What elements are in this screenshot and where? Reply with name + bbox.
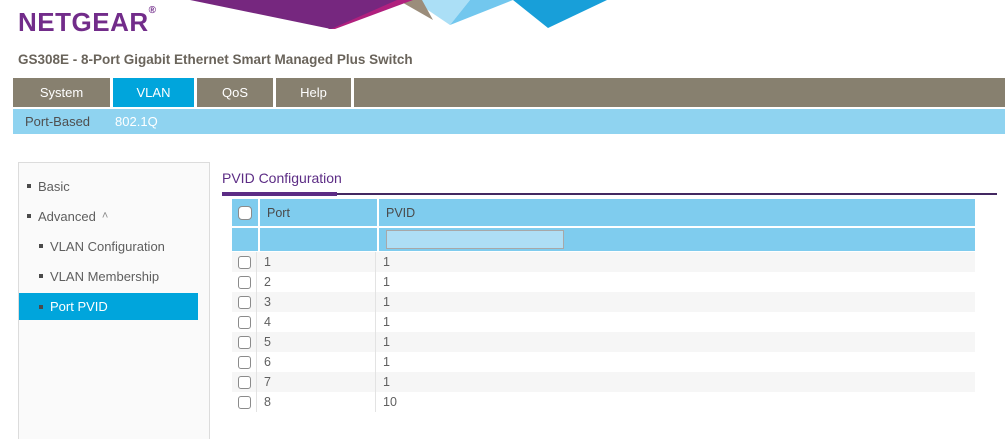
- port-cell: 2: [257, 272, 376, 292]
- nav-tab[interactable]: QoS: [197, 78, 273, 107]
- table-row[interactable]: 6 1: [232, 352, 975, 372]
- nav-tab-label: System: [39, 85, 84, 100]
- row-checkbox[interactable]: [237, 255, 251, 269]
- pvid-cell: 1: [383, 335, 390, 349]
- bullet-icon: [39, 244, 43, 248]
- row-checkbox[interactable]: [237, 295, 251, 309]
- sidebar-item[interactable]: Port PVID: [19, 293, 198, 320]
- table-row[interactable]: 7 1: [232, 372, 975, 392]
- nav-tab[interactable]: System: [13, 78, 110, 107]
- sidebar-item-label: Advanced: [38, 208, 96, 224]
- sidebar-item[interactable]: VLAN Membership: [19, 261, 209, 291]
- row-checkbox[interactable]: [237, 375, 251, 389]
- row-checkbox-cell: [232, 332, 257, 352]
- header-banner-decoration: [190, 0, 607, 29]
- sidebar-item[interactable]: VLAN Configuration: [19, 231, 209, 261]
- registered-trademark-icon: ®: [148, 5, 157, 16]
- nav-tab[interactable]: Help: [276, 78, 351, 107]
- pvid-cell: 1: [383, 295, 390, 309]
- pvid-cell: 10: [383, 395, 397, 409]
- table-row[interactable]: 8 10: [232, 392, 975, 412]
- nav-tab-label: Help: [300, 85, 327, 100]
- table-filter-row: [232, 228, 975, 251]
- port-cell: 4: [257, 312, 376, 332]
- table-header-row: Port PVID: [232, 199, 975, 226]
- row-checkbox[interactable]: [237, 335, 251, 349]
- main-nav: System VLAN QoS Help: [13, 78, 1005, 107]
- page-title: GS308E - 8-Port Gigabit Ethernet Smart M…: [18, 52, 413, 67]
- subnav-item[interactable]: Port-Based: [25, 114, 90, 129]
- bullet-icon: [27, 184, 31, 188]
- row-checkbox[interactable]: [237, 275, 251, 289]
- sidebar-item[interactable]: Basic: [19, 171, 209, 201]
- subnav-item[interactable]: 802.1Q: [115, 114, 158, 129]
- subnav-item-label: Port-Based: [25, 114, 91, 129]
- netgear-logo: NETGEAR®: [18, 5, 157, 37]
- bullet-icon: [39, 304, 43, 309]
- nav-tab-label: VLAN: [136, 85, 171, 100]
- pvid-column-header: PVID: [379, 199, 975, 226]
- nav-tab[interactable]: VLAN: [113, 78, 194, 107]
- select-all-checkbox[interactable]: [238, 205, 252, 220]
- subnav-item-label: 802.1Q: [115, 114, 158, 129]
- section-heading: PVID Configuration: [222, 170, 342, 186]
- heading-underline: [222, 192, 997, 196]
- table-row[interactable]: 3 1: [232, 292, 975, 312]
- table-row[interactable]: 2 1: [232, 272, 975, 292]
- nav-tab-label: QoS: [221, 85, 248, 100]
- table-row[interactable]: 5 1: [232, 332, 975, 352]
- select-all-cell: [232, 199, 258, 226]
- port-cell: 6: [257, 352, 376, 372]
- main-content: PVID Configuration Port PVID: [222, 170, 997, 412]
- port-cell: 1: [257, 252, 376, 272]
- nav-filler: [354, 78, 1005, 107]
- row-checkbox[interactable]: [237, 355, 251, 369]
- pvid-cell: 1: [383, 275, 390, 289]
- row-checkbox[interactable]: [237, 315, 251, 329]
- row-checkbox-cell: [232, 312, 257, 332]
- pvid-filter-input[interactable]: [386, 230, 564, 249]
- port-column-header: Port: [260, 199, 377, 226]
- chevron-up-icon: ˄: [101, 209, 109, 222]
- pvid-cell: 1: [383, 355, 390, 369]
- row-checkbox-cell: [232, 292, 257, 312]
- table-body: 1 1 2 1 3 1: [232, 252, 975, 412]
- pvid-cell: 1: [383, 315, 390, 329]
- row-checkbox-cell: [232, 272, 257, 292]
- port-cell: 8: [257, 392, 376, 412]
- sidebar: Basic Advanced ˄ VLAN Configuration VLAN…: [18, 162, 210, 439]
- row-checkbox-cell: [232, 372, 257, 392]
- filter-port-cell: [260, 228, 377, 251]
- filter-pvid-cell: [379, 228, 975, 251]
- sidebar-item-label: VLAN Membership: [50, 268, 160, 284]
- vlan-subnav: Port-Based 802.1Q: [13, 109, 1005, 134]
- port-cell: 5: [257, 332, 376, 352]
- row-checkbox-cell: [232, 252, 257, 272]
- pvid-cell: 1: [383, 255, 390, 269]
- filter-checkbox-cell: [232, 228, 258, 251]
- sidebar-item[interactable]: Advanced ˄: [19, 201, 209, 231]
- bullet-icon: [27, 214, 31, 218]
- row-checkbox-cell: [232, 352, 257, 372]
- sidebar-item-label: Basic: [38, 178, 70, 194]
- row-checkbox[interactable]: [237, 395, 251, 409]
- sidebar-item-label: Port PVID: [50, 299, 108, 314]
- pvid-table: Port PVID 1 1: [232, 199, 975, 412]
- port-cell: 7: [257, 372, 376, 392]
- table-row[interactable]: 4 1: [232, 312, 975, 332]
- bullet-icon: [39, 274, 43, 278]
- pvid-cell: 1: [383, 375, 390, 389]
- sidebar-item-label: VLAN Configuration: [50, 238, 165, 254]
- row-checkbox-cell: [232, 392, 257, 412]
- table-row[interactable]: 1 1: [232, 252, 975, 272]
- port-cell: 3: [257, 292, 376, 312]
